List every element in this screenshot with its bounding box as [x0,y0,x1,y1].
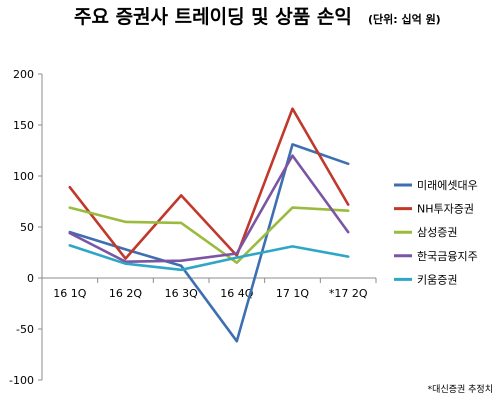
chart-unit: (단위: 십억 원) [368,12,441,26]
chart-title: 주요 증권사 트레이딩 및 상품 손익 [74,6,352,28]
y-tick-label: 200 [13,68,34,81]
legend-label-1: NH투자증권 [417,203,474,216]
legend-label-2: 삼성증권 [417,226,457,239]
y-axis: 200 150 100 50 0 -50 -100 [9,68,43,387]
y-tick-label: -100 [9,374,34,387]
x-tick-label: 16 4Q [220,287,253,300]
y-tick-label: 50 [20,221,34,234]
legend-label-0: 미래에셋대우 [417,179,478,192]
legend-label-3: 한국금융지주 [417,250,478,263]
y-tick-label: 150 [13,119,34,132]
series-layer [68,107,350,343]
x-tick-label: 17 1Q [276,287,309,300]
legend-label-4: 키움증권 [417,273,457,286]
series-line-1 [68,107,350,260]
y-tick-label: -50 [16,323,34,336]
y-tick-label: 100 [13,170,34,183]
x-tick-label: 16 3Q [165,287,198,300]
series-line-2 [68,206,350,265]
x-axis: 16 1Q 16 2Q 16 3Q 16 4Q 17 1Q *17 2Q [41,277,377,300]
series-line-3 [68,154,350,264]
y-tick-label: 0 [27,272,34,285]
source-note: *대신증권 추정치 [428,383,493,395]
x-tick-label: 16 2Q [109,287,142,300]
x-tick-label: *17 2Q [329,287,368,300]
series-line-4 [68,244,350,272]
x-tick-label: 16 1Q [53,287,86,300]
